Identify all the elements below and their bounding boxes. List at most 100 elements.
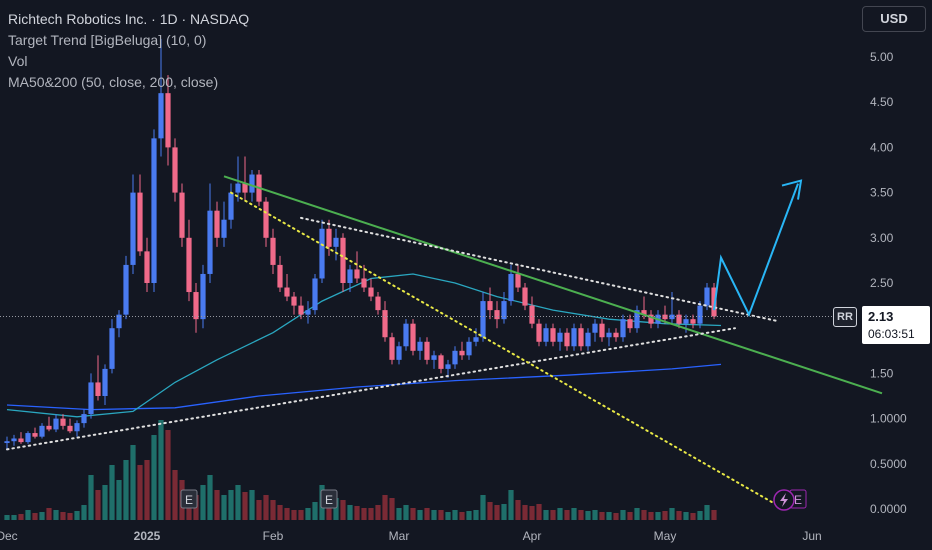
candle-body bbox=[368, 287, 374, 297]
earnings-marker[interactable] bbox=[320, 489, 338, 509]
ma200-line bbox=[6, 363, 722, 411]
candle-body bbox=[557, 332, 563, 342]
volume-bar bbox=[53, 510, 59, 520]
volume-bar bbox=[172, 470, 178, 520]
volume-bar bbox=[109, 465, 115, 520]
candle-body bbox=[235, 183, 241, 193]
volume-bar bbox=[669, 508, 675, 520]
candle bbox=[333, 228, 339, 261]
candle bbox=[529, 296, 535, 329]
volume-bar bbox=[634, 508, 640, 520]
legend-title[interactable]: Richtech Robotics Inc. · 1D · NASDAQ bbox=[8, 11, 250, 27]
volume-bar bbox=[473, 510, 479, 520]
volume-bar bbox=[200, 485, 206, 520]
volume-bar bbox=[396, 508, 402, 520]
currency-button[interactable]: USD bbox=[862, 6, 926, 32]
candle-body bbox=[571, 328, 577, 347]
candle bbox=[270, 228, 276, 274]
candle bbox=[123, 255, 129, 320]
candle bbox=[648, 310, 654, 329]
volume-bar bbox=[515, 500, 521, 520]
volume-bar bbox=[88, 475, 94, 520]
candle-body bbox=[228, 192, 234, 220]
candle-body bbox=[508, 273, 514, 302]
candle bbox=[564, 328, 570, 351]
volume-bar bbox=[144, 460, 150, 520]
candle-body bbox=[11, 438, 17, 442]
candle bbox=[438, 353, 444, 374]
candle-body bbox=[354, 269, 360, 279]
x-tick-label: Mar bbox=[389, 529, 410, 543]
legend-indicator-vol[interactable]: Vol bbox=[8, 53, 28, 69]
volume-bar bbox=[452, 510, 458, 520]
candle bbox=[326, 219, 332, 256]
candle bbox=[662, 305, 668, 324]
volume-bar bbox=[256, 500, 262, 520]
candle bbox=[151, 129, 157, 293]
bar-countdown: 06:03:51 bbox=[868, 327, 915, 341]
candle-body bbox=[109, 328, 115, 369]
candle-body bbox=[711, 287, 717, 317]
candle bbox=[704, 283, 710, 311]
candle bbox=[606, 328, 612, 347]
candle bbox=[340, 233, 346, 293]
volume-bar bbox=[431, 510, 437, 520]
volume-bar bbox=[333, 498, 339, 520]
earnings-marker[interactable] bbox=[180, 489, 198, 509]
volume-bar bbox=[494, 505, 500, 520]
candle bbox=[39, 423, 45, 439]
candle bbox=[634, 305, 640, 333]
candle-body bbox=[60, 418, 66, 426]
x-tick-label: May bbox=[654, 529, 677, 543]
candle-body bbox=[466, 341, 472, 356]
volume-bar bbox=[389, 498, 395, 520]
x-tick-label: Feb bbox=[263, 529, 284, 543]
candle-body bbox=[697, 305, 703, 324]
volume-bar bbox=[312, 502, 318, 520]
volume-bar bbox=[305, 508, 311, 520]
volume-bar bbox=[263, 495, 269, 520]
volume-bar bbox=[445, 512, 451, 520]
candle-body bbox=[438, 355, 444, 369]
volume-bar bbox=[375, 505, 381, 520]
candle bbox=[305, 301, 311, 324]
candle bbox=[221, 201, 227, 247]
candle-body bbox=[452, 350, 458, 365]
volume-bar bbox=[368, 508, 374, 520]
candle-body bbox=[46, 425, 52, 430]
candle bbox=[88, 373, 94, 419]
candle-body bbox=[270, 237, 276, 265]
candle bbox=[536, 319, 542, 347]
volume-bar bbox=[599, 512, 605, 520]
volume-bar bbox=[697, 511, 703, 520]
candle bbox=[214, 201, 220, 247]
trendline-dotted bbox=[300, 216, 778, 322]
candle bbox=[410, 319, 416, 356]
candle bbox=[11, 434, 17, 446]
candle bbox=[676, 310, 682, 329]
volume-bar bbox=[655, 512, 661, 520]
volume-bar bbox=[676, 511, 682, 520]
volume-bar bbox=[557, 508, 563, 520]
candle-body bbox=[417, 341, 423, 351]
volume-bar bbox=[4, 515, 10, 520]
legend-indicator-ma[interactable]: MA50&200 (50, close, 200, close) bbox=[8, 74, 219, 90]
candle-body bbox=[543, 328, 549, 342]
legend-indicator-target-trend[interactable]: Target Trend [BigBeluga] (10, 0) bbox=[8, 32, 207, 48]
candle-body bbox=[179, 192, 185, 238]
volume-bar bbox=[284, 508, 290, 520]
candle-body bbox=[32, 433, 38, 437]
volume-bar bbox=[536, 504, 542, 520]
candle-body bbox=[494, 310, 500, 320]
volume-bar bbox=[564, 510, 570, 520]
candle bbox=[67, 418, 73, 434]
volume-bar bbox=[228, 490, 234, 520]
volume-bar bbox=[690, 513, 696, 520]
volume-bar bbox=[410, 508, 416, 520]
candle-body bbox=[151, 138, 157, 283]
candle bbox=[179, 183, 185, 247]
candle bbox=[193, 283, 199, 333]
projection-arrowhead bbox=[781, 179, 803, 200]
candle-body bbox=[473, 337, 479, 342]
